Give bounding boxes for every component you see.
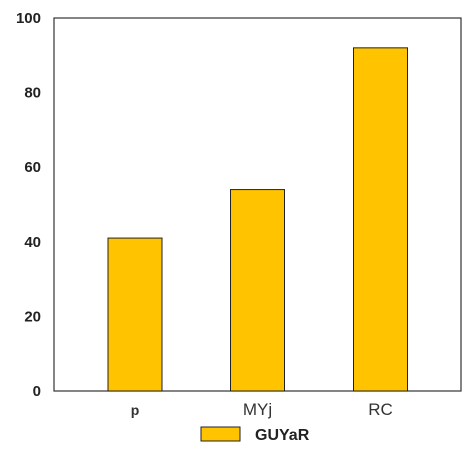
bar <box>230 189 285 392</box>
x-tick-label: p <box>131 402 140 418</box>
x-axis-ticks: p MYj RC <box>131 400 393 419</box>
y-axis-ticks: 0 20 40 60 80 100 <box>16 10 41 400</box>
legend-label: GUYaR <box>255 427 310 444</box>
bars <box>107 47 408 392</box>
bar <box>107 237 163 392</box>
legend: GUYaR <box>200 426 310 444</box>
y-tick-label: 80 <box>24 85 41 102</box>
y-tick-label: 0 <box>33 383 41 400</box>
legend-swatch <box>200 426 241 442</box>
x-tick-label: RC <box>368 400 393 419</box>
bar <box>353 47 408 392</box>
y-tick-label: 60 <box>24 159 41 176</box>
y-tick-label: 100 <box>16 10 41 27</box>
y-tick-label: 40 <box>24 234 41 251</box>
y-tick-label: 20 <box>24 308 41 325</box>
x-tick-label: MYj <box>243 400 272 419</box>
